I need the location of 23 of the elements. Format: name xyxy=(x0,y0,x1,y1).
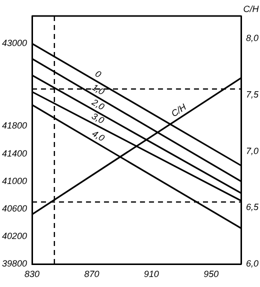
y-tick-label: 41800 xyxy=(2,120,27,131)
y2-tick-label: 6,5 xyxy=(246,202,260,212)
x-tick-label: 830 xyxy=(24,268,40,279)
text: C/H xyxy=(169,102,188,119)
text: 2,0 xyxy=(89,96,106,112)
y2-tick-label: 7,0 xyxy=(246,146,259,156)
y2-tick-label: 7,5 xyxy=(246,89,260,100)
x-tick-label: 910 xyxy=(144,268,159,279)
x-tick-label: 950 xyxy=(204,268,219,279)
y-tick-label: 40200 xyxy=(2,230,27,241)
y2-tick-label: 6,0 xyxy=(246,258,259,268)
y2-tick-label: 8,0 xyxy=(246,33,259,44)
y-tick-label: 39800 xyxy=(2,258,27,268)
x-tick-label: 870 xyxy=(84,268,100,279)
y-tick-label: 41000 xyxy=(2,176,27,186)
text: 0 xyxy=(94,68,103,80)
y-tick-label: 43000 xyxy=(2,38,27,48)
y2-axis-title: C/H xyxy=(243,4,260,14)
text: 3,0 xyxy=(90,110,106,126)
text: 1,0 xyxy=(90,82,106,97)
y-tick-label: 41400 xyxy=(2,148,27,158)
text: 4,0 xyxy=(90,128,106,144)
y-tick-label: 40600 xyxy=(2,203,27,214)
